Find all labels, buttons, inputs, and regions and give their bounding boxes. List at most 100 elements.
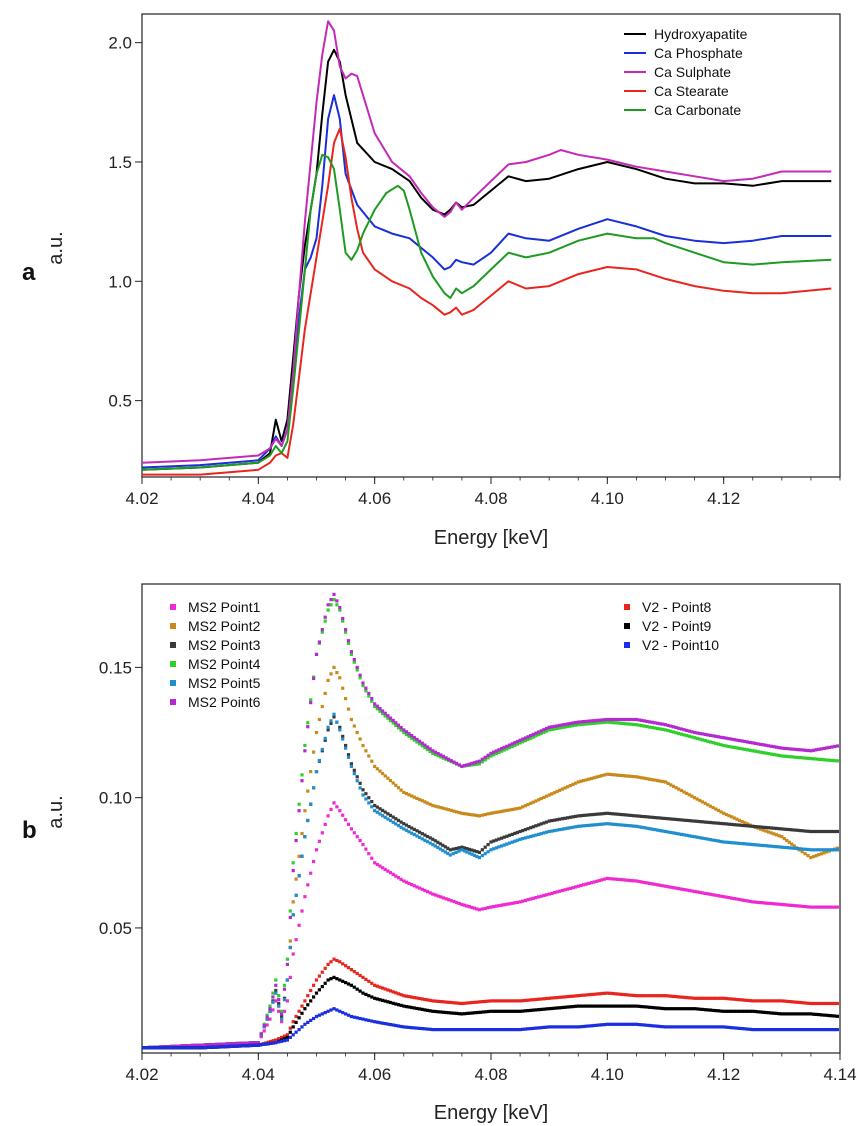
- data-point: [402, 790, 406, 794]
- data-point: [690, 819, 694, 823]
- data-point: [605, 876, 609, 880]
- data-point: [547, 819, 551, 823]
- data-point: [537, 730, 541, 734]
- data-point: [523, 736, 527, 740]
- data-point: [370, 699, 374, 703]
- data-point: [745, 1027, 750, 1031]
- data-point: [663, 884, 668, 888]
- data-point: [303, 1007, 307, 1011]
- data-point: [386, 869, 390, 873]
- legend-label: MS2 Point5: [188, 675, 261, 691]
- data-point: [486, 1028, 490, 1032]
- data-point: [724, 812, 728, 817]
- data-point: [243, 1044, 247, 1048]
- data-point: [193, 1043, 197, 1047]
- data-point: [804, 1028, 808, 1032]
- data-point: [418, 1026, 422, 1030]
- data-point: [830, 848, 834, 852]
- data-point: [444, 1028, 448, 1032]
- data-point: [335, 720, 339, 724]
- data-point: [531, 732, 535, 736]
- data-point: [806, 829, 810, 833]
- data-point: [616, 721, 620, 725]
- data-point: [338, 725, 342, 729]
- data-point: [677, 832, 681, 836]
- data-point: [658, 1024, 662, 1029]
- data-point: [483, 758, 487, 762]
- data-point: [285, 1035, 289, 1039]
- data-point: [494, 999, 498, 1003]
- data-point: [423, 746, 427, 750]
- data-point: [581, 993, 586, 997]
- data-point: [642, 776, 646, 780]
- data-point: [663, 723, 668, 727]
- data-point: [526, 998, 530, 1002]
- data-point: [764, 901, 768, 905]
- data-point: [271, 991, 275, 995]
- data-point: [367, 801, 371, 805]
- data-point: [312, 676, 316, 681]
- data-point: [344, 964, 348, 968]
- data-point: [420, 744, 424, 748]
- data-point: [698, 836, 702, 840]
- data-point: [468, 1001, 472, 1005]
- data-point: [804, 847, 808, 851]
- data-point: [671, 831, 675, 835]
- data-point: [716, 821, 720, 825]
- data-point: [484, 1028, 488, 1032]
- data-point: [666, 994, 670, 998]
- data-point: [748, 748, 752, 752]
- data-point: [329, 977, 333, 981]
- data-point: [373, 809, 377, 813]
- data-point: [822, 746, 826, 750]
- data-point: [687, 1025, 691, 1029]
- data-point: [589, 1024, 594, 1028]
- data-point: [685, 734, 689, 738]
- data-point: [619, 1022, 623, 1026]
- data-point: [584, 722, 588, 726]
- data-point: [650, 720, 654, 724]
- data-point: [542, 893, 546, 898]
- data-point: [489, 1009, 493, 1013]
- data-point: [335, 599, 339, 603]
- data-point: [587, 993, 591, 997]
- data-point: [492, 905, 496, 909]
- data-point: [534, 734, 538, 738]
- data-point: [600, 822, 604, 826]
- data-point: [314, 991, 319, 995]
- data-point: [682, 1025, 686, 1029]
- data-point: [743, 739, 747, 744]
- data-point: [346, 982, 351, 986]
- data-point: [640, 776, 644, 780]
- data-point: [449, 808, 453, 812]
- data-point: [507, 1028, 512, 1032]
- data-point: [640, 814, 644, 818]
- data-point: [616, 1004, 620, 1008]
- data-point: [526, 735, 530, 739]
- data-point: [740, 1009, 744, 1013]
- data-point: [759, 827, 763, 831]
- data-point: [658, 994, 662, 998]
- data-point: [185, 1046, 189, 1050]
- data-point: [375, 707, 379, 711]
- data-point: [793, 747, 797, 751]
- data-point: [494, 749, 498, 753]
- data-point: [600, 774, 604, 778]
- data-point: [425, 801, 430, 805]
- data-point: [640, 825, 644, 829]
- data-point: [203, 1043, 208, 1047]
- data-point: [529, 801, 533, 805]
- data-point: [756, 900, 760, 904]
- data-point: [584, 1004, 588, 1008]
- data-point: [439, 895, 443, 899]
- data-point: [780, 746, 784, 750]
- data-point: [788, 755, 792, 759]
- data-point: [685, 996, 689, 1000]
- data-point: [349, 762, 353, 766]
- data-point: [642, 724, 646, 728]
- data-point: [526, 827, 530, 831]
- data-point: [634, 879, 638, 883]
- data-point: [809, 1012, 813, 1016]
- data-point: [621, 774, 625, 778]
- data-point: [291, 913, 295, 917]
